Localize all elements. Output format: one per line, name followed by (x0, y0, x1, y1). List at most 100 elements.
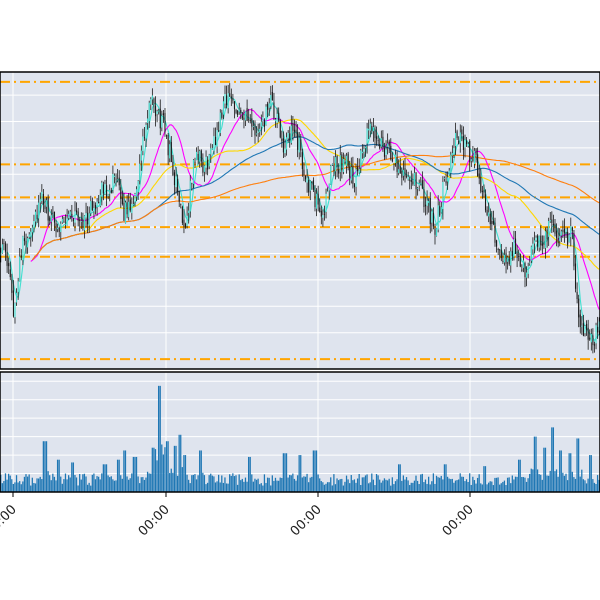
candle-body (390, 145, 392, 160)
candle-body (415, 172, 417, 190)
candle-body (229, 93, 231, 97)
volume-bar (39, 476, 41, 492)
volume-bar (497, 477, 499, 492)
volume-bar (397, 464, 400, 492)
candle-body (576, 291, 578, 300)
volume-bar (492, 485, 495, 492)
candle-body (79, 219, 81, 222)
candle-body (396, 157, 398, 172)
candle-body (109, 190, 111, 194)
candle-body (257, 131, 259, 133)
candle-body (11, 279, 13, 293)
candle-body (124, 202, 127, 224)
candle-body (38, 202, 40, 219)
volume-bar (255, 479, 258, 492)
candle-body (63, 221, 65, 223)
volume-bar (192, 474, 195, 492)
candle-body (41, 191, 43, 202)
candle-body (312, 180, 314, 190)
candle-body (590, 334, 592, 343)
candle-body (559, 236, 561, 241)
candle-body (358, 168, 360, 173)
volume-bar (372, 479, 375, 492)
volume-bar (309, 477, 311, 492)
candle-body (115, 178, 117, 180)
candle-body (551, 219, 553, 223)
volume-bar (183, 455, 185, 492)
volume-bar (91, 474, 93, 492)
candle-body (328, 183, 330, 191)
volume-bar (432, 473, 435, 492)
volume-bar (405, 477, 408, 492)
volume-bar (200, 450, 202, 492)
candle-body (394, 154, 397, 163)
candle-body (184, 223, 187, 228)
volume-bar (579, 476, 581, 492)
volume-bar (52, 473, 54, 492)
volume-bar (290, 475, 292, 492)
volume-bar (317, 474, 319, 492)
candle-body (154, 105, 157, 117)
candle-body (589, 337, 591, 340)
volume-bar (412, 482, 414, 492)
candle-body (166, 135, 168, 137)
candle-body (278, 112, 280, 121)
volume-bar (113, 480, 116, 492)
candle-body (361, 151, 363, 154)
candle-body (330, 165, 332, 185)
x-tick-label: 00:00 (440, 502, 477, 539)
volume-bar (36, 478, 38, 492)
candle-body (132, 204, 134, 206)
candle-body (334, 157, 337, 172)
volume-bar (282, 453, 285, 492)
candle-body (304, 175, 307, 180)
volume-bar (341, 478, 343, 492)
candle-body (488, 212, 490, 217)
candle-body (68, 213, 70, 219)
candle-body (230, 96, 232, 99)
candle-body (371, 125, 373, 131)
volume-bar (394, 481, 397, 492)
volume-bar (314, 450, 316, 492)
volume-bar (154, 449, 157, 492)
volume-bar (279, 477, 281, 492)
volume-bar (4, 473, 7, 492)
volume-bar (429, 484, 431, 492)
candle-body (393, 163, 395, 165)
volume-bar (189, 483, 191, 492)
candle-body (167, 135, 169, 156)
volume-bar (17, 482, 19, 492)
volume-bar (598, 479, 600, 492)
volume-bar (105, 464, 108, 492)
volume-bar (469, 473, 471, 492)
candle-body (57, 227, 59, 230)
candle-body (85, 213, 87, 218)
volume-bar (312, 450, 315, 492)
volume-bar (69, 477, 71, 492)
candle-body (587, 327, 589, 340)
candle-body (437, 205, 439, 230)
candle-body (320, 210, 322, 217)
volume-bar (587, 478, 589, 492)
candle-body (533, 240, 536, 244)
volume-bar (533, 436, 536, 492)
volume-bar (546, 475, 548, 492)
candle-body (496, 240, 498, 247)
volume-bar (358, 473, 360, 492)
candle-body (87, 212, 89, 225)
volume-bar (391, 477, 393, 492)
candle-body (71, 213, 73, 218)
candle-body (399, 166, 401, 174)
candle-body (34, 211, 37, 222)
candle-body (19, 256, 21, 282)
volume-bar (431, 481, 433, 492)
candle-body (110, 190, 112, 193)
candle-body (27, 238, 29, 248)
candle-body (44, 205, 46, 209)
volume-bar (249, 456, 251, 492)
volume-bar (328, 482, 330, 492)
candle-body (562, 230, 564, 232)
candle-body (556, 230, 558, 238)
candle-body (300, 139, 302, 151)
volume-bar (67, 475, 70, 492)
